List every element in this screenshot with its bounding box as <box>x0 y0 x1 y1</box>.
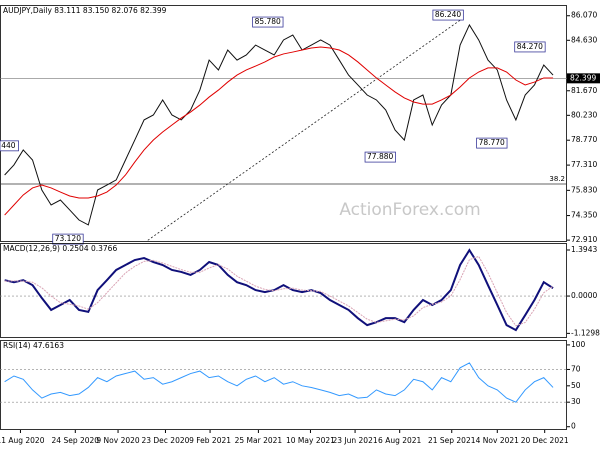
x-tick-label: 24 Sep 2020 <box>52 436 100 445</box>
y-tick-label: 0.0000 <box>571 291 597 300</box>
annotation-label: 77.880 <box>367 152 393 161</box>
y-tick-label: -1.1298 <box>571 328 600 337</box>
annotation-box <box>252 16 284 28</box>
annotation-label: 73.120 <box>55 234 81 243</box>
panel-frame <box>0 340 567 430</box>
annotation-box <box>432 9 464 21</box>
y-tick-label: 75.830 <box>571 185 597 194</box>
panel-frame <box>0 243 567 338</box>
y-tick-label: 86.070 <box>571 11 597 20</box>
y-tick-label: 84.630 <box>571 35 597 44</box>
x-tick-label: 25 Mar 2021 <box>235 436 283 445</box>
fib-label: 38.2 <box>549 175 565 183</box>
watermark: ActionForex.com <box>339 200 480 220</box>
annotation-box <box>52 233 84 245</box>
y-tick-label: 77.310 <box>571 160 597 169</box>
x-tick-label: 11 Aug 2020 <box>0 436 45 445</box>
last-price-box <box>567 73 600 84</box>
x-tick-label: 21 Sep 2021 <box>428 436 476 445</box>
annotation-label: 84.270 <box>517 42 543 51</box>
annotation-label: 78.770 <box>479 138 505 147</box>
annotation-box <box>476 137 508 149</box>
series-line <box>4 255 554 327</box>
y-tick-label: 81.670 <box>571 86 597 95</box>
annotation-label: 86.240 <box>435 10 461 19</box>
y-tick-label: 78.770 <box>571 135 597 144</box>
y-tick-label: 80.230 <box>571 110 597 119</box>
panel-frame <box>0 5 567 242</box>
trendline <box>147 16 465 241</box>
last-price-label: 82.399 <box>570 73 596 82</box>
y-tick-label: 70 <box>571 364 581 373</box>
annotation-box <box>364 151 396 163</box>
series-line <box>4 362 554 403</box>
annotation-box <box>514 41 546 53</box>
y-tick-label: 1.3943 <box>571 245 597 254</box>
panel-title: MACD(12,26,9) 0.2504 0.3766 <box>3 244 117 253</box>
x-tick-label: 6 Aug 2021 <box>378 436 421 445</box>
y-tick-label: 72.910 <box>571 235 597 244</box>
series-line <box>4 248 554 332</box>
y-tick-label: 0 <box>571 422 576 431</box>
annotation-label: 440 <box>1 141 16 150</box>
series-line <box>4 46 554 216</box>
x-tick-label: 20 Dec 2021 <box>521 436 569 445</box>
x-tick-label: 23 Dec 2020 <box>141 436 189 445</box>
x-tick-label: 10 May 2021 <box>286 436 335 445</box>
annotation-box <box>0 140 19 152</box>
y-tick-label: 50 <box>571 381 581 390</box>
x-tick-label: 23 Jun 2021 <box>333 436 378 445</box>
x-tick-label: 9 Feb 2021 <box>189 436 231 445</box>
x-tick-label: 9 Nov 2020 <box>96 436 139 445</box>
x-tick-label: 4 Nov 2021 <box>476 436 519 445</box>
panel-title: RSI(14) 47.6163 <box>3 341 64 350</box>
y-tick-label: 30 <box>571 397 581 406</box>
annotation-label: 85.780 <box>255 17 281 26</box>
panel-title: AUDJPY,Daily 83.111 83.150 82.076 82.399 <box>3 6 167 15</box>
y-tick-label: 74.350 <box>571 211 597 220</box>
y-tick-label: 100 <box>571 340 586 349</box>
